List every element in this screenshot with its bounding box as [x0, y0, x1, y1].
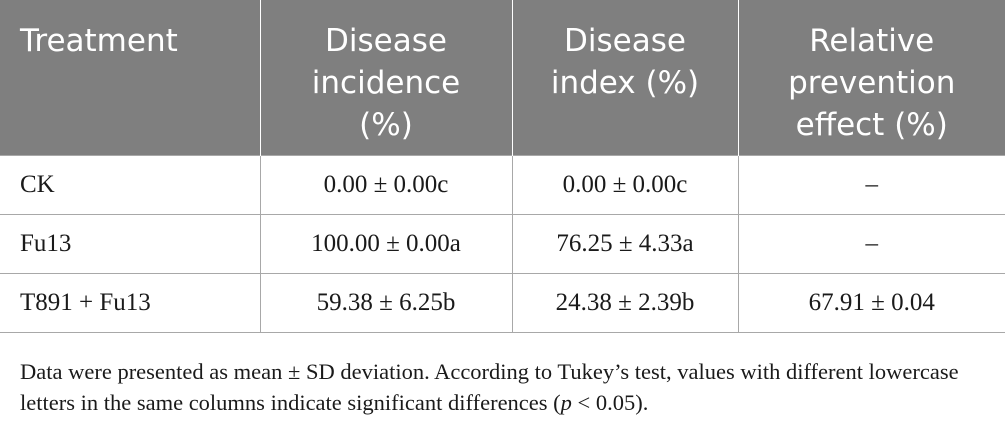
- data-table: Treatment Disease incidence (%) Disease …: [0, 0, 1005, 333]
- table-row: CK 0.00 ± 0.00c 0.00 ± 0.00c –: [0, 154, 1005, 214]
- header-disease-incidence: Disease incidence (%): [259, 0, 512, 155]
- cell-disease-index: 24.38 ± 2.39b: [511, 272, 738, 333]
- cell-disease-index: 76.25 ± 4.33a: [511, 213, 738, 273]
- cell-disease-incidence: 100.00 ± 0.00a: [259, 213, 512, 273]
- cell-prevention-effect: 67.91 ± 0.04: [737, 272, 1005, 333]
- cell-prevention-effect: –: [737, 154, 1005, 214]
- cell-disease-incidence: 59.38 ± 6.25b: [259, 272, 512, 333]
- p-value-symbol: p: [560, 390, 572, 415]
- footnote-text-end: < 0.05).: [571, 390, 649, 415]
- cell-disease-index: 0.00 ± 0.00c: [511, 154, 738, 214]
- header-disease-index: Disease index (%): [511, 0, 738, 155]
- table-footnote: Data were presented as mean ± SD deviati…: [20, 356, 995, 418]
- table-header: Treatment Disease incidence (%) Disease …: [0, 0, 1005, 155]
- cell-prevention-effect: –: [737, 213, 1005, 273]
- cell-disease-incidence: 0.00 ± 0.00c: [259, 154, 512, 214]
- header-treatment: Treatment: [20, 23, 178, 59]
- cell-treatment: T891 + Fu13: [0, 272, 260, 333]
- cell-treatment: CK: [0, 154, 260, 214]
- header-relative-prevention-effect: Relative prevention effect (%): [737, 0, 1005, 155]
- table-row: T891 + Fu13 59.38 ± 6.25b 24.38 ± 2.39b …: [0, 272, 1005, 333]
- table-row: Fu13 100.00 ± 0.00a 76.25 ± 4.33a –: [0, 213, 1005, 273]
- footnote-text: Data were presented as mean ± SD deviati…: [20, 359, 959, 415]
- cell-treatment: Fu13: [0, 213, 260, 273]
- table-body: CK 0.00 ± 0.00c 0.00 ± 0.00c – Fu13 100.…: [0, 154, 1005, 333]
- header-row: Treatment Disease incidence (%) Disease …: [0, 0, 1005, 155]
